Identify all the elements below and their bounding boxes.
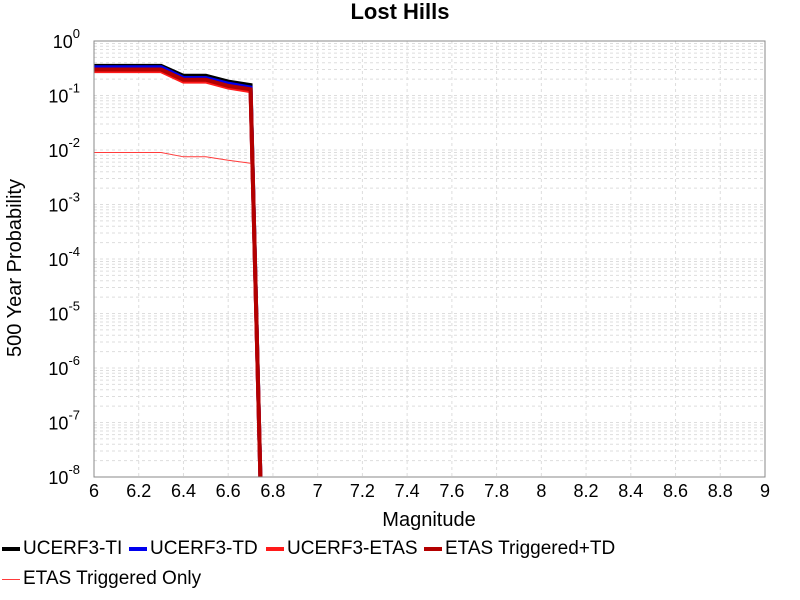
y-tick-label: 10-5 <box>48 299 80 325</box>
x-tick-label: 8.4 <box>618 481 643 501</box>
legend-swatch <box>129 547 147 551</box>
series-layer <box>94 63 263 477</box>
y-tick-labels: 100 10-1 10-2 10-3 10-4 10-5 10-6 10-7 10-8 <box>48 26 80 488</box>
x-tick-label: 8.6 <box>663 481 688 501</box>
series-line-3 <box>94 69 263 477</box>
y-tick-label: 10-1 <box>48 81 80 107</box>
x-tick-label: 8 <box>536 481 546 501</box>
y-tick-label: 10-2 <box>48 135 80 161</box>
y-tick-label: 10-7 <box>48 408 80 434</box>
y-tick-label: 10-4 <box>48 244 80 270</box>
x-tick-label: 7.4 <box>395 481 420 501</box>
x-tick-label: 6.2 <box>126 481 151 501</box>
y-tick-label: 10-6 <box>48 353 80 379</box>
y-tick-label: 10-8 <box>48 462 80 488</box>
x-tick-label: 6.4 <box>171 481 196 501</box>
x-tick-label: 8.2 <box>574 481 599 501</box>
x-tick-label: 6.6 <box>216 481 241 501</box>
chart: Lost Hills 10010-110-210-310-410-510-610… <box>4 0 770 531</box>
series-line-2 <box>94 65 263 477</box>
x-tick-label: 7 <box>313 481 323 501</box>
legend-item-4: ETAS Triggered+TD <box>424 538 615 560</box>
series-line-1 <box>94 63 263 477</box>
legend-item-1: UCERF3-TI <box>2 538 122 560</box>
x-axis-label: Magnitude <box>382 509 475 531</box>
legend-label: UCERF3-TD <box>150 538 258 559</box>
plot-frame <box>93 40 766 478</box>
x-tick-label: 9 <box>760 481 770 501</box>
legend-item-3: UCERF3-ETAS <box>266 538 418 560</box>
x-tick-labels: 6 6.2 6.4 6.6 6.8 7 7.2 7.4 7.6 7.8 8 8.2 8.4 8.6 8.8 9 <box>89 481 770 501</box>
legend-label: UCERF3-ETAS <box>287 538 418 559</box>
x-tick-label: 7.6 <box>439 481 464 501</box>
chart-title: Lost Hills <box>350 0 449 24</box>
legend-label: UCERF3-TI <box>23 538 123 559</box>
legend-label: ETAS Triggered Only <box>23 568 202 589</box>
x-tick-label: 7.2 <box>350 481 375 501</box>
legend-label: ETAS Triggered+TD <box>445 538 616 559</box>
x-tick-label: 7.8 <box>484 481 509 501</box>
legend-swatch <box>424 547 442 551</box>
x-tick-label: 6.8 <box>260 481 285 501</box>
series-line-5 <box>94 151 251 164</box>
y-axis-label: 500 Year Probability <box>4 179 26 357</box>
legend-swatch <box>266 547 284 551</box>
legend-item-2: UCERF3-TD <box>129 538 258 560</box>
legend-swatch <box>2 578 20 580</box>
x-tick-label: 6 <box>89 481 99 501</box>
series-line-4 <box>94 67 263 477</box>
legend-item-5: ETAS Triggered Only <box>2 568 201 590</box>
grid <box>93 41 766 478</box>
y-tick-label: 10-3 <box>48 190 80 216</box>
legend: UCERF3-TI UCERF3-TD UCERF3-ETAS ETAS Trigge… <box>0 536 800 600</box>
x-tick-label: 8.8 <box>708 481 733 501</box>
y-tick-label: 100 <box>53 26 80 52</box>
legend-swatch <box>2 547 20 551</box>
